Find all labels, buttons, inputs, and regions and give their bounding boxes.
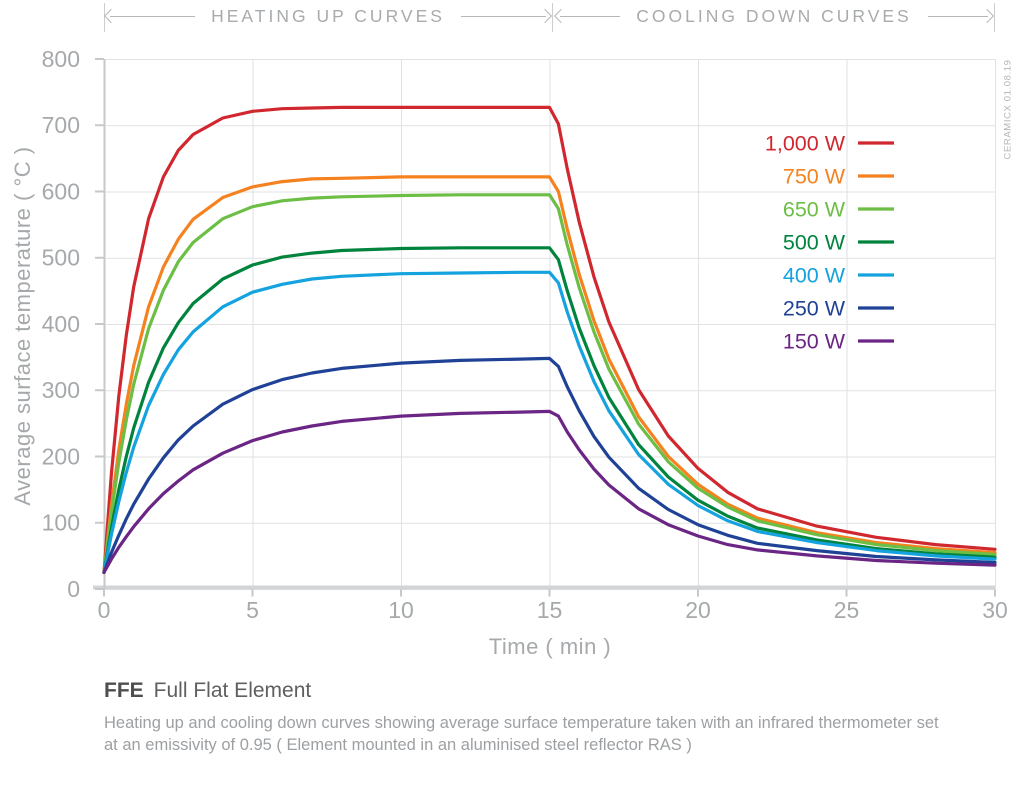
y-tick-label: 600	[42, 178, 80, 204]
x-tick-label: 15	[537, 597, 563, 623]
left-arrow	[103, 8, 196, 24]
y-tick-label: 700	[42, 112, 80, 138]
arrow-line	[560, 15, 621, 17]
right-arrow	[460, 8, 553, 24]
arrow-line	[110, 15, 196, 17]
caption-subtitle: Heating up and cooling down curves showi…	[104, 712, 1009, 756]
x-tick-label: 0	[98, 597, 111, 623]
heating-phase-header: HEATING UP CURVES	[103, 4, 553, 28]
caption-title: FFE Full Flat Element	[104, 679, 1009, 703]
y-tick-label: 200	[42, 443, 80, 469]
y-tick-label: 400	[42, 311, 80, 337]
y-tick-label: 800	[42, 46, 80, 72]
x-tick-label: 30	[982, 597, 1008, 623]
curve-150-w	[102, 409, 997, 574]
curves	[102, 105, 997, 574]
watermark: CERAMICX 01.08.19	[1002, 59, 1014, 160]
y-tick-label: 100	[42, 510, 80, 536]
phase-separator-left	[104, 3, 105, 32]
x-axis-title: Time ( min )	[488, 634, 612, 659]
legend-label: 150 W	[783, 330, 846, 354]
curve-650-w	[102, 193, 997, 574]
axes	[93, 58, 996, 597]
phase-separator-middle	[552, 3, 553, 32]
right-arrow	[927, 8, 995, 24]
curve-1-000-w	[102, 105, 997, 574]
curve-250-w	[102, 356, 997, 574]
legend-item-150-w: 150 W	[783, 330, 894, 354]
y-axis-title: Average surface temperature ( °C )	[10, 146, 35, 506]
y-tick-label: 500	[42, 245, 80, 271]
y-tick-label: 0	[67, 576, 80, 602]
curve-750-w	[102, 175, 997, 574]
element-name: Full Flat Element	[153, 679, 312, 702]
x-tick-label: 20	[685, 597, 711, 623]
curve-500-w	[102, 246, 997, 574]
caption-line-1: Heating up and cooling down curves showi…	[104, 714, 939, 732]
legend-item-400-w: 400 W	[783, 264, 894, 288]
element-code: FFE	[104, 679, 144, 702]
legend-item-750-w: 750 W	[783, 165, 894, 189]
left-arrow	[553, 8, 621, 24]
legend-label: 500 W	[783, 231, 846, 255]
legend-label: 650 W	[783, 198, 846, 222]
legend-item-250-w: 250 W	[783, 297, 894, 321]
legend-label: 400 W	[783, 264, 846, 288]
cooling-phase-label: COOLING DOWN CURVES	[636, 6, 912, 26]
cooling-phase-header: COOLING DOWN CURVES	[553, 4, 995, 28]
caption-line-2: at an emissivity of 0.95 ( Element mount…	[104, 736, 692, 754]
legend-label: 250 W	[783, 297, 846, 321]
legend: 1,000 W 750 W 650 W 500 W 400 W 250 W 150 W	[765, 132, 894, 354]
arrow-line	[927, 15, 989, 17]
tick-labels: 0 100 200 300 400 500 600 700 800 0 5 10 15 20 25 30	[42, 46, 1008, 623]
caption: FFE Full Flat Element Heating up and cool…	[104, 679, 1009, 756]
legend-label: 1,000 W	[765, 132, 846, 156]
legend-item-1-000-w: 1,000 W	[765, 132, 894, 156]
gridlines	[103, 58, 997, 591]
legend-label: 750 W	[783, 165, 846, 189]
x-tick-label: 25	[834, 597, 860, 623]
heating-phase-label: HEATING UP CURVES	[211, 6, 445, 26]
temperature-chart: 0 100 200 300 400 500 600 700 800 0 5 10 15 20 25 30 1,0…	[42, 46, 1008, 623]
legend-item-500-w: 500 W	[783, 231, 894, 255]
x-tick-label: 10	[388, 597, 414, 623]
x-tick-label: 5	[246, 597, 259, 623]
phase-separator-right	[994, 3, 995, 32]
legend-item-650-w: 650 W	[783, 198, 894, 222]
arrow-line	[460, 15, 547, 17]
y-tick-label: 300	[42, 377, 80, 403]
curve-400-w	[102, 270, 997, 574]
